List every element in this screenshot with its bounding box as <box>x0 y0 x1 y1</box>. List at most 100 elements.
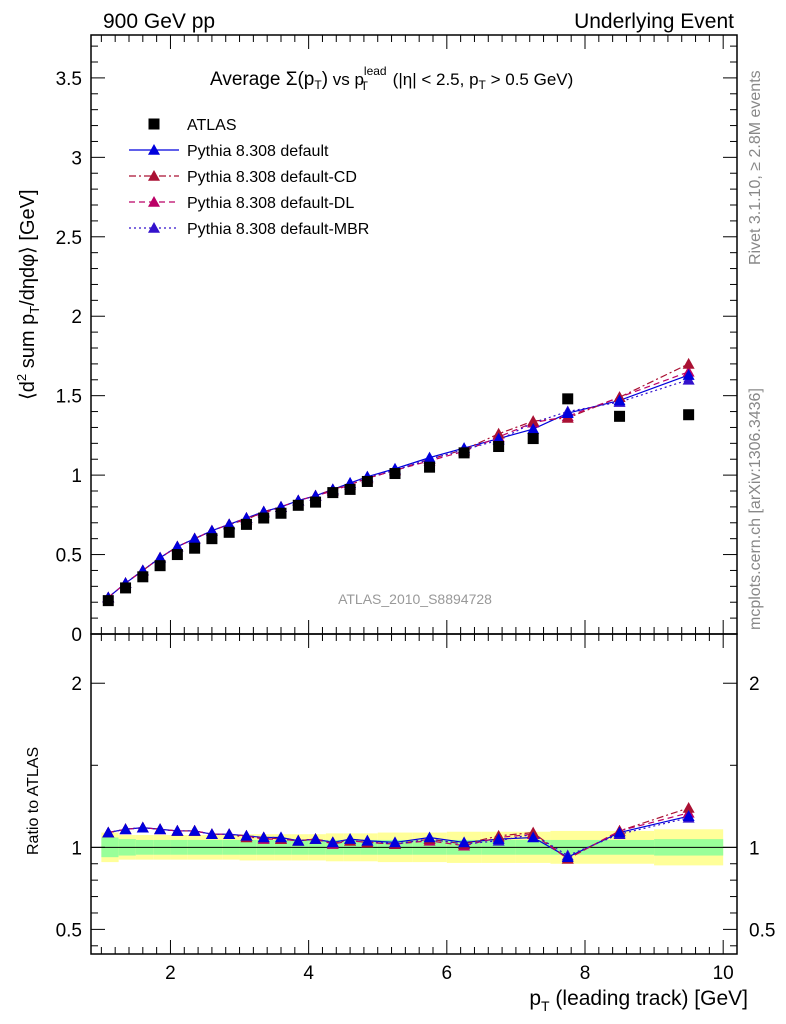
ratio-point-1 <box>682 810 695 821</box>
ratio-point-1 <box>275 831 287 843</box>
data-point-atlas <box>614 410 626 422</box>
data-point-atlas <box>424 461 436 473</box>
legend: ATLAS Pythia 8.308 default Pythia 8.308 de… <box>129 117 369 238</box>
legend-label: Pythia 8.308 default-MBR <box>187 221 369 238</box>
ratio-point-1 <box>309 833 322 844</box>
data-point-mc-1 <box>527 423 540 434</box>
y-tick-label: 1 <box>71 466 82 487</box>
ratio-point-1 <box>119 823 132 835</box>
data-point-mc-2 <box>527 415 540 426</box>
ylabel-c: /dηdφ⟩ [GeV] <box>17 189 39 305</box>
data-point-atlas <box>310 496 322 508</box>
data-point-atlas <box>102 595 114 607</box>
ratio-line-3 <box>108 812 689 860</box>
ratio-point-1 <box>344 833 357 844</box>
y-tick-label: 1.5 <box>56 387 82 408</box>
data-point-mc-1 <box>423 451 436 463</box>
legend-marker-1 <box>148 144 160 155</box>
data-point-mc-1 <box>561 407 574 418</box>
data-point-atlas <box>458 447 470 459</box>
ratio-y-axis-label: Ratio to ATLAS <box>25 747 42 855</box>
title-sup-lead: lead <box>364 64 387 78</box>
ylabel-sub: T <box>27 306 42 314</box>
header-right: Underlying Event <box>574 10 734 33</box>
data-point-atlas <box>154 560 166 572</box>
legend-marker-atlas <box>148 118 160 130</box>
data-point-atlas <box>275 507 287 519</box>
ratio-point-1 <box>492 833 505 844</box>
x-tick-label: 4 <box>303 963 314 984</box>
legend-label: ATLAS <box>187 117 237 134</box>
ratio-plot-area: 2 4 6 8 10 0.5 0.5 1 1 2 2 <box>56 633 775 984</box>
y-tick-label: 0 <box>71 625 82 646</box>
rivet-label: Rivet 3.1.10, ≥ 2.8M events <box>747 70 764 265</box>
data-point-mc-1 <box>613 394 626 406</box>
ratio-point-1 <box>423 831 436 843</box>
y-tick-label: 0.5 <box>56 546 82 567</box>
xlabel-sub: T <box>541 998 550 1014</box>
data-point-atlas <box>120 582 132 594</box>
data-point-mc-2 <box>682 357 695 369</box>
ratio-point-1 <box>205 828 218 840</box>
data-point-atlas <box>493 441 505 453</box>
analysis-tag: ATLAS_2010_S8894728 <box>338 591 492 607</box>
series-line-2 <box>107 363 689 598</box>
data-point-mc-1 <box>205 524 218 536</box>
data-point-atlas <box>361 475 373 487</box>
xlabel-rest: (leading track) [GeV] <box>550 987 748 1010</box>
data-point-atlas <box>562 393 574 405</box>
chart-title: Average Σ(pT) vs plead T (|η| < 2.5, pT >… <box>210 64 573 93</box>
title-range: (|η| < 2.5, p <box>388 70 479 89</box>
title-close: ) <box>322 69 328 90</box>
y-tick-label: 3 <box>71 148 82 169</box>
legend-label: Pythia 8.308 default-CD <box>187 169 357 186</box>
data-point-atlas <box>171 549 183 561</box>
y-tick-label: 2 <box>71 307 82 328</box>
xlabel-p: p <box>529 987 541 1010</box>
legend-marker-2 <box>148 170 160 181</box>
ratio-point-1 <box>223 828 236 840</box>
ratio-point-1 <box>240 829 253 841</box>
ratio-point-1 <box>561 851 574 862</box>
title-tail: > 0.5 GeV) <box>486 70 573 89</box>
ratio-point-1 <box>257 831 270 843</box>
ratio-y-tick-label: 1 <box>71 838 82 859</box>
data-point-atlas <box>223 526 235 538</box>
x-tick-label: 8 <box>580 963 591 984</box>
series-line-4 <box>107 379 689 598</box>
title-sub-t: T <box>314 78 322 92</box>
ratio-point-2 <box>682 801 695 813</box>
x-axis-label: pT (leading track) [GeV] <box>529 987 748 1014</box>
series-line-1 <box>107 374 689 598</box>
ratio-point-1 <box>102 826 115 838</box>
data-point-atlas <box>206 533 218 545</box>
ratio-point-1 <box>292 834 305 846</box>
y-axis-label: ⟨d2 sum pT/dηdφ⟩ [GeV] <box>14 189 42 400</box>
mcplots-label: mcplots.cern.ch [arXiv:1306.3436] <box>747 388 764 630</box>
data-point-atlas <box>344 483 356 495</box>
data-point-mc-1 <box>171 540 184 552</box>
legend-marker-4 <box>148 222 160 233</box>
ratio-point-1 <box>154 823 167 835</box>
legend-marker-3 <box>148 196 160 207</box>
data-point-atlas <box>137 571 149 583</box>
ratio-point-1 <box>136 821 149 833</box>
legend-label: Pythia 8.308 default <box>187 143 329 160</box>
data-point-atlas <box>327 487 339 499</box>
data-point-atlas <box>189 542 201 554</box>
ratio-point-1 <box>527 831 540 843</box>
ratio-frame <box>90 633 738 955</box>
title-vs: vs p <box>328 70 364 89</box>
data-point-mc-1 <box>154 551 167 563</box>
data-point-atlas <box>292 499 304 511</box>
ratio-y-tick-label-right: 0.5 <box>749 920 775 941</box>
data-point-atlas <box>258 512 270 524</box>
ratio-point-1 <box>389 836 401 848</box>
x-tick-label: 6 <box>442 963 453 984</box>
data-point-atlas <box>240 518 252 530</box>
title-sub-t2: T <box>361 79 369 93</box>
ylabel-a: ⟨d <box>17 381 39 400</box>
series-line-3 <box>107 371 689 598</box>
data-point-mc-1 <box>188 532 201 544</box>
